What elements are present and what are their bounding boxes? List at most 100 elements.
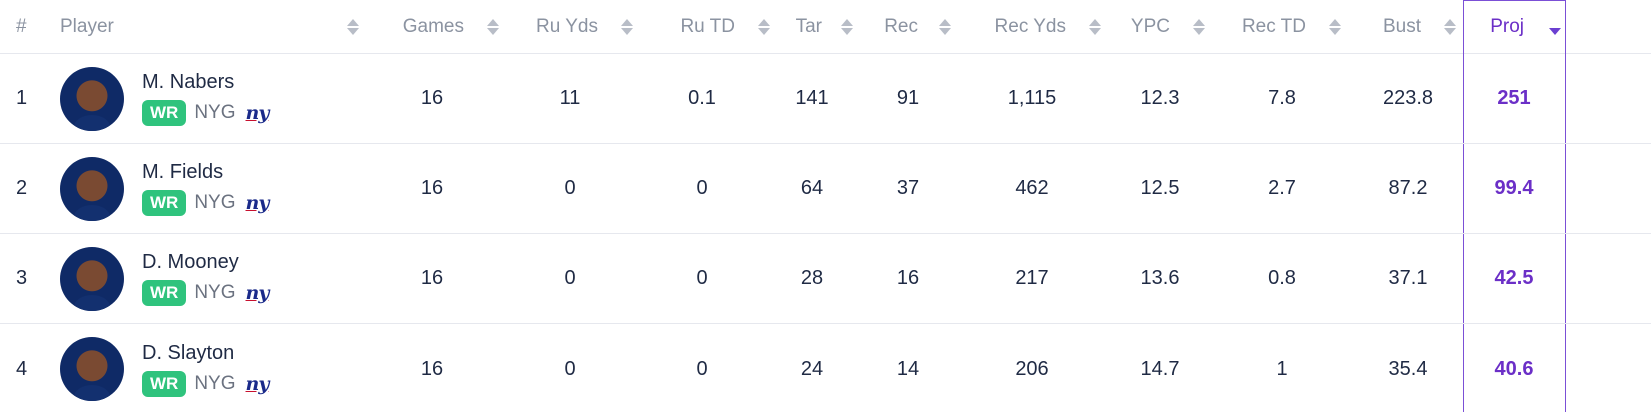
column-header-bust[interactable]: Bust: [1377, 0, 1457, 53]
bust-cell: 223.8: [1382, 87, 1434, 109]
team-logo-icon: ny: [245, 372, 270, 395]
ypc-cell: 14.7: [1140, 357, 1180, 380]
rec-td-cell: 2.7: [1268, 177, 1296, 199]
rec-yds-cell: 217: [1015, 267, 1049, 289]
rec-td-cell: 1: [1276, 357, 1288, 380]
sort-icon: [620, 17, 634, 37]
position-badge: WR: [142, 100, 187, 126]
sort-icon: [346, 17, 360, 37]
rec-cell: 16: [896, 267, 920, 289]
position-badge: WR: [142, 280, 187, 306]
ru-yds-cell: 0: [564, 267, 576, 289]
column-header-label: Ru TD: [680, 15, 735, 37]
column-header-ypc[interactable]: YPC: [1130, 0, 1206, 53]
player-cell[interactable]: D. Mooney WR NYG ny: [60, 234, 360, 323]
sort-icon: [757, 17, 771, 37]
bust-cell: 37.1: [1388, 267, 1428, 289]
ru-yds-cell: 0: [564, 177, 576, 199]
team-abbr: NYG: [194, 102, 236, 123]
rank-cell: 3: [16, 267, 28, 289]
player-cell[interactable]: M. Fields WR NYG ny: [60, 144, 360, 233]
column-header-ru-yds[interactable]: Ru Yds: [528, 0, 634, 53]
column-header-label: #: [16, 15, 27, 37]
column-header-label: Rec Yds: [994, 15, 1066, 37]
proj-cell: 40.6: [1494, 357, 1534, 380]
column-header-rec[interactable]: Rec: [880, 0, 952, 53]
tar-cell: 64: [800, 177, 824, 199]
column-header-label: YPC: [1130, 15, 1170, 37]
column-header-ru-td[interactable]: Ru TD: [665, 0, 771, 53]
player-name[interactable]: M. Nabers: [142, 71, 235, 93]
column-header-games[interactable]: Games: [390, 0, 500, 53]
ru-yds-cell: 11: [559, 87, 581, 109]
column-header-label: Bust: [1382, 15, 1421, 37]
player-cell[interactable]: D. Slayton WR NYG ny: [60, 324, 360, 412]
rec-cell: 14: [896, 357, 920, 380]
player-name[interactable]: M. Fields: [142, 161, 224, 183]
column-header-label: Player: [60, 15, 114, 37]
sort-icon: [1328, 17, 1342, 37]
team-logo-icon: ny: [245, 192, 270, 214]
table-row[interactable]: 4 D. Slayton WR NYG ny 16 0 0 24 14 206 …: [0, 324, 1651, 412]
column-header-label: Games: [402, 15, 464, 37]
player-avatar: [60, 156, 124, 221]
sort-icon: [1443, 17, 1457, 37]
ru-td-cell: 0: [696, 177, 708, 199]
player-avatar: [60, 66, 124, 131]
column-header-label: Rec: [884, 15, 918, 37]
tar-cell: 28: [800, 267, 824, 289]
player-name[interactable]: D. Mooney: [142, 251, 239, 273]
bust-cell: 35.4: [1388, 357, 1428, 380]
column-header-label: Rec TD: [1241, 15, 1306, 37]
sort-icon: [1088, 17, 1102, 37]
sort-descending-icon: [1548, 17, 1562, 37]
column-header-rank: #: [16, 0, 27, 53]
column-header-tar[interactable]: Tar: [786, 0, 854, 53]
ypc-cell: 12.5: [1140, 177, 1180, 199]
position-badge: WR: [142, 370, 187, 397]
player-name[interactable]: D. Slayton: [142, 341, 235, 364]
rec-cell: 37: [896, 177, 920, 199]
ru-td-cell: 0: [696, 267, 708, 289]
games-cell: 16: [420, 357, 444, 380]
column-header-label: Ru Yds: [536, 15, 598, 37]
player-cell[interactable]: M. Nabers WR NYG ny: [60, 54, 360, 143]
table-row[interactable]: 2 M. Fields WR NYG ny 16 0 0 64 37 462 1…: [0, 144, 1651, 234]
team-abbr: NYG: [194, 192, 236, 213]
ypc-cell: 12.3: [1140, 87, 1180, 109]
rank-cell: 2: [16, 177, 28, 199]
tar-cell: 24: [800, 357, 824, 380]
column-header-rec-yds[interactable]: Rec Yds: [986, 0, 1102, 53]
player-avatar: [60, 246, 124, 311]
column-header-rec-td[interactable]: Rec TD: [1240, 0, 1342, 53]
team-abbr: NYG: [194, 282, 236, 303]
table-row[interactable]: 1 M. Nabers WR NYG ny 16 11 0.1 141 91 1…: [0, 54, 1651, 144]
games-cell: 16: [420, 87, 444, 109]
rec-td-cell: 0.8: [1268, 267, 1296, 289]
sort-icon: [840, 17, 854, 37]
rec-yds-cell: 206: [1015, 357, 1049, 380]
ru-yds-cell: 0: [564, 357, 576, 380]
ru-td-cell: 0.1: [688, 87, 716, 109]
team-logo-icon: ny: [245, 102, 270, 124]
table-row[interactable]: 3 D. Mooney WR NYG ny 16 0 0 28 16 217 1…: [0, 234, 1651, 324]
proj-cell: 99.4: [1494, 177, 1534, 199]
table-header: # Player Games Ru Yds Ru TD Tar Rec Rec …: [0, 0, 1651, 54]
column-header-label: Tar: [795, 15, 822, 37]
games-cell: 16: [420, 267, 444, 289]
bust-cell: 87.2: [1388, 177, 1428, 199]
ypc-cell: 13.6: [1140, 267, 1180, 289]
team-abbr: NYG: [194, 372, 236, 394]
column-header-label: Proj: [1490, 15, 1524, 37]
tar-cell: 141: [795, 87, 829, 109]
proj-cell: 251: [1497, 87, 1531, 109]
column-header-proj[interactable]: Proj: [1486, 0, 1562, 53]
sort-icon: [938, 17, 952, 37]
rank-cell: 1: [16, 87, 28, 109]
column-header-player[interactable]: Player: [60, 0, 360, 53]
rec-cell: 91: [896, 87, 920, 109]
proj-cell: 42.5: [1494, 267, 1534, 289]
rec-yds-cell: 1,115: [1007, 87, 1057, 109]
rec-yds-cell: 462: [1015, 177, 1049, 199]
